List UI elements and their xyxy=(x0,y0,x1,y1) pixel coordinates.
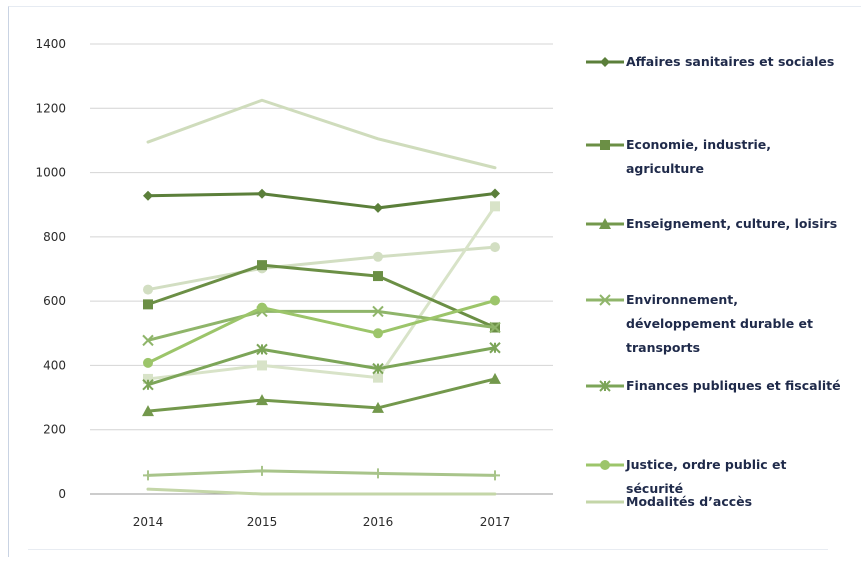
data-point xyxy=(373,328,383,339)
data-point xyxy=(143,299,153,310)
x-tick-label: 2015 xyxy=(247,515,278,529)
y-tick-label: 600 xyxy=(43,294,66,308)
data-point xyxy=(373,372,383,383)
data-point xyxy=(372,305,384,318)
data-point xyxy=(257,465,267,476)
y-tick-label: 0 xyxy=(58,487,66,501)
series-line xyxy=(146,204,497,381)
data-point xyxy=(372,401,384,413)
series-line xyxy=(146,487,497,496)
data-point xyxy=(372,362,384,375)
y-tick-label: 400 xyxy=(43,358,66,372)
data-point xyxy=(257,260,267,271)
legend-label: Economie, industrie, agriculture xyxy=(626,137,771,176)
series-line xyxy=(146,346,497,387)
legend-swatch-marker xyxy=(600,140,610,150)
series-line xyxy=(146,309,497,342)
data-point xyxy=(373,202,383,213)
data-point xyxy=(490,242,500,253)
data-point xyxy=(143,373,153,384)
data-point xyxy=(142,405,154,417)
data-point xyxy=(490,470,500,481)
series-line xyxy=(146,299,497,365)
legend-swatch-marker xyxy=(599,380,611,392)
series-line xyxy=(146,245,497,292)
y-tick-label: 1400 xyxy=(35,37,66,51)
data-point xyxy=(143,190,153,201)
data-point xyxy=(490,295,500,306)
data-point xyxy=(373,468,383,479)
legend-label: Modalités d’accès xyxy=(626,494,752,509)
data-point xyxy=(257,360,267,371)
y-tick-label: 1000 xyxy=(35,166,66,180)
series-line xyxy=(146,469,497,477)
data-point xyxy=(373,251,383,262)
data-point xyxy=(489,342,501,354)
chart-frame xyxy=(8,6,861,557)
x-tick-label: 2016 xyxy=(363,515,394,529)
data-point xyxy=(373,271,383,282)
data-point xyxy=(256,394,268,406)
y-tick-label: 1200 xyxy=(35,101,66,115)
data-point xyxy=(489,372,501,384)
data-point xyxy=(489,321,501,334)
data-point xyxy=(256,343,268,356)
y-tick-label: 800 xyxy=(43,230,66,244)
series-line xyxy=(146,191,497,210)
legend-swatch-marker xyxy=(599,294,611,306)
data-point xyxy=(257,188,267,199)
data-point xyxy=(143,470,153,481)
series-line xyxy=(146,377,497,413)
legend-swatch-marker xyxy=(599,218,611,229)
data-point xyxy=(142,334,154,347)
y-tick-label: 200 xyxy=(43,423,66,437)
x-tick-label: 2017 xyxy=(480,515,511,529)
data-point xyxy=(257,302,267,313)
legend-label: Affaires sanitaires et sociales xyxy=(626,54,834,69)
legend-swatch-marker xyxy=(600,460,610,470)
data-point xyxy=(490,188,500,199)
legend-label: Environnement, développement durable et tr… xyxy=(626,292,813,355)
series-line xyxy=(146,263,497,329)
data-point xyxy=(490,201,500,212)
series-line xyxy=(146,98,497,170)
data-point xyxy=(143,357,153,368)
legend-label: Finances publiques et fiscalité xyxy=(626,378,841,393)
legend-label: Enseignement, culture, loisirs xyxy=(626,216,837,231)
legend-label: Justice, ordre public et sécurité xyxy=(625,457,787,496)
x-tick-label: 2014 xyxy=(133,515,164,529)
data-point xyxy=(143,284,153,295)
data-point xyxy=(142,379,154,391)
legend-swatch-marker xyxy=(600,57,610,67)
bottom-rule xyxy=(28,549,828,550)
